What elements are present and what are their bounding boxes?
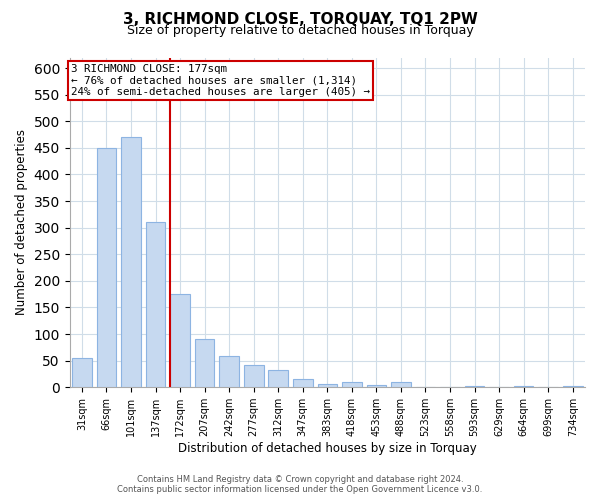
X-axis label: Distribution of detached houses by size in Torquay: Distribution of detached houses by size …	[178, 442, 477, 455]
Bar	[146, 222, 166, 387]
Bar	[268, 370, 288, 387]
Text: 3 RICHMOND CLOSE: 177sqm
← 76% of detached houses are smaller (1,314)
24% of sem: 3 RICHMOND CLOSE: 177sqm ← 76% of detach…	[71, 64, 370, 97]
Bar	[170, 294, 190, 387]
Bar	[293, 379, 313, 387]
Bar	[121, 138, 141, 387]
Bar	[514, 386, 533, 387]
Bar	[563, 386, 583, 387]
Bar	[416, 386, 436, 387]
Text: Contains HM Land Registry data © Crown copyright and database right 2024.
Contai: Contains HM Land Registry data © Crown c…	[118, 474, 482, 494]
Bar	[465, 386, 484, 387]
Bar	[244, 365, 263, 387]
Bar	[342, 382, 362, 387]
Text: Size of property relative to detached houses in Torquay: Size of property relative to detached ho…	[127, 24, 473, 37]
Bar	[97, 148, 116, 387]
Bar	[367, 385, 386, 387]
Bar	[317, 384, 337, 387]
Text: 3, RICHMOND CLOSE, TORQUAY, TQ1 2PW: 3, RICHMOND CLOSE, TORQUAY, TQ1 2PW	[122, 12, 478, 28]
Bar	[391, 382, 411, 387]
Y-axis label: Number of detached properties: Number of detached properties	[15, 130, 28, 316]
Bar	[72, 358, 92, 387]
Bar	[220, 356, 239, 387]
Bar	[195, 340, 214, 387]
